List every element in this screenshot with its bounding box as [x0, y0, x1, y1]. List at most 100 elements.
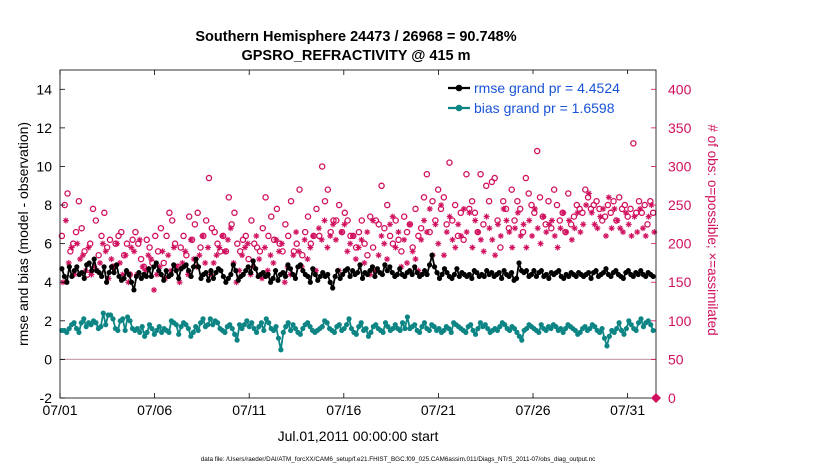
rmse-point [116, 273, 122, 280]
assimilated-obs-point [216, 244, 223, 251]
rmse-point [501, 268, 507, 274]
asterisk-stroke [384, 256, 390, 262]
rmse-point [638, 268, 644, 274]
possible-obs-point [386, 232, 394, 240]
bias-point [81, 316, 87, 322]
rmse-point [367, 268, 373, 274]
assimilated-obs-point [349, 232, 356, 239]
bias-point [246, 324, 252, 330]
assimilated-obs-point [409, 248, 416, 255]
possible-obs-point [361, 240, 368, 247]
possible-obs-point [259, 224, 267, 232]
possible-obs-point [282, 221, 289, 228]
assimilated-obs-point [96, 259, 103, 266]
asterisk-stroke [123, 252, 129, 258]
rmse-point [330, 285, 336, 291]
bias-point [368, 329, 374, 335]
asterisk-stroke [393, 245, 399, 250]
assimilated-obs-point [261, 244, 268, 251]
rmse-point [340, 271, 346, 278]
bias-point [516, 333, 522, 339]
assimilated-obs-point [509, 244, 516, 251]
assimilated-obs-point [318, 236, 325, 243]
possible-obs-point [163, 232, 170, 240]
rmse-point [613, 268, 619, 274]
possible-obs-point [635, 197, 643, 205]
rmse-series [59, 252, 656, 293]
bias-point [319, 324, 325, 330]
asterisk-stroke [509, 245, 515, 250]
bias-point [120, 316, 126, 322]
bias-point [122, 327, 128, 334]
bias-point [446, 325, 452, 332]
asterisk-stroke [569, 237, 575, 243]
asterisk-stroke [498, 233, 504, 239]
rmse-point [131, 287, 137, 293]
x-tick-label: 07/06 [137, 402, 172, 418]
assimilated-obs-point [327, 232, 334, 239]
bias-point [292, 325, 299, 332]
assimilated-obs-point [435, 240, 442, 247]
possible-obs-point [245, 255, 252, 263]
bias-point [185, 325, 192, 332]
asterisk-stroke [296, 248, 302, 254]
rmse-point [285, 262, 291, 268]
asterisk-stroke [512, 225, 518, 231]
rmse-point [397, 266, 403, 272]
assimilated-obs-point [639, 225, 646, 232]
assimilated-obs-point [341, 221, 348, 228]
rmse-point [364, 271, 371, 278]
asterisk-stroke [196, 252, 202, 258]
asterisk-stroke [137, 237, 143, 243]
asterisk-stroke [347, 241, 353, 247]
assimilated-obs-point [241, 244, 248, 251]
asterisk-stroke [458, 233, 464, 239]
bias-point [207, 316, 213, 322]
possible-obs-point [95, 251, 102, 259]
possible-obs-point [375, 221, 382, 228]
possible-obs-point [287, 197, 295, 205]
assimilated-obs-point [139, 263, 146, 270]
asterisk-stroke [427, 206, 433, 212]
assimilated-obs-point [74, 240, 81, 247]
asterisk-stroke [523, 245, 529, 250]
asterisk-stroke [503, 218, 509, 223]
assimilated-obs-point [122, 252, 129, 259]
asterisk-stroke [378, 233, 384, 239]
bias-point [560, 329, 566, 335]
rmse-point [163, 268, 169, 274]
possible-obs-point [335, 201, 343, 209]
bias-series [59, 310, 656, 353]
rmse-point [317, 273, 323, 280]
possible-obs-point [468, 197, 476, 205]
possible-obs-point [525, 190, 532, 197]
bias-point [650, 327, 656, 334]
assimilated-obs-point [301, 236, 308, 243]
possible-obs-point [463, 170, 470, 178]
bias-point [156, 324, 162, 330]
y-left-tick-label: 6 [44, 236, 52, 252]
assimilated-obs-point [165, 252, 172, 259]
bias-point [241, 322, 247, 328]
asterisk-stroke [202, 260, 208, 266]
assimilated-obs-point [102, 248, 109, 255]
bias-point [348, 325, 355, 332]
bias-point [356, 324, 362, 330]
bias-point [266, 320, 272, 326]
asterisk-stroke [77, 256, 83, 262]
rmse-point [516, 260, 522, 266]
possible-obs-point [185, 213, 193, 220]
rmse-point [484, 268, 490, 274]
assimilated-obs-point [145, 252, 152, 259]
asterisk-stroke [222, 248, 228, 254]
bias-point [71, 320, 77, 326]
asterisk-stroke [614, 218, 620, 223]
possible-obs-point [64, 190, 71, 197]
x-tick-label: 07/11 [232, 402, 266, 418]
rmse-point [253, 266, 259, 272]
asterisk-stroke [344, 248, 350, 254]
rmse-point [620, 275, 626, 281]
asterisk-stroke [359, 237, 364, 243]
possible-obs-point [225, 194, 233, 201]
possible-obs-point [202, 217, 210, 224]
